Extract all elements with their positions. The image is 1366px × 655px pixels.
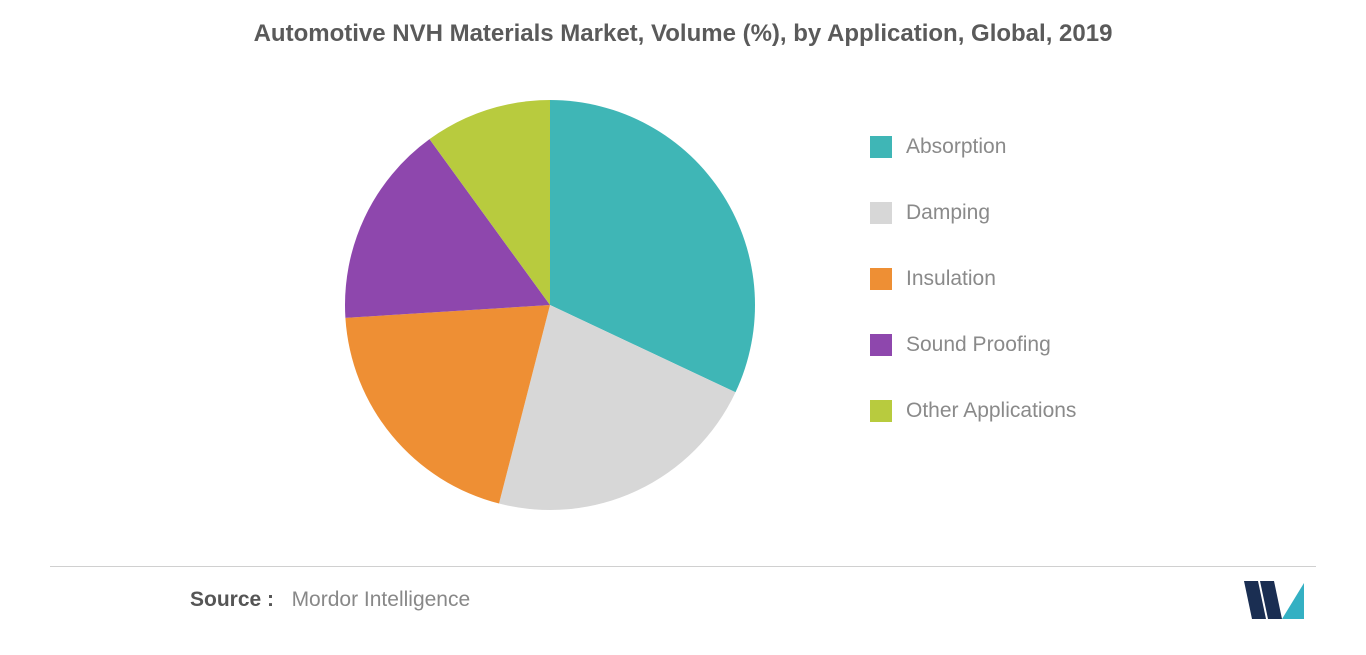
legend-item: Absorption (870, 135, 1076, 159)
legend-swatch-icon (870, 268, 892, 290)
legend-item: Insulation (870, 267, 1076, 291)
legend-label: Sound Proofing (906, 333, 1051, 357)
brand-logo-icon (1242, 579, 1306, 621)
legend-label: Insulation (906, 267, 996, 291)
source-line: Source : Mordor Intelligence (190, 588, 470, 612)
legend-item: Damping (870, 201, 1076, 225)
legend-item: Sound Proofing (870, 333, 1076, 357)
legend-item: Other Applications (870, 399, 1076, 423)
footer: Source : Mordor Intelligence (190, 579, 1306, 621)
legend-swatch-icon (870, 400, 892, 422)
pie-chart (340, 95, 760, 515)
legend-label: Other Applications (906, 399, 1076, 423)
legend: Absorption Damping Insulation Sound Proofin… (870, 135, 1076, 423)
footer-rule (50, 566, 1316, 567)
source-value: Mordor Intelligence (292, 588, 471, 611)
chart-title: Automotive NVH Materials Market, Volume … (0, 20, 1366, 48)
chart-area: Absorption Damping Insulation Sound Proofin… (0, 95, 1366, 535)
source-label: Source : (190, 588, 274, 611)
legend-label: Absorption (906, 135, 1006, 159)
legend-swatch-icon (870, 136, 892, 158)
legend-swatch-icon (870, 334, 892, 356)
legend-label: Damping (906, 201, 990, 225)
legend-swatch-icon (870, 202, 892, 224)
